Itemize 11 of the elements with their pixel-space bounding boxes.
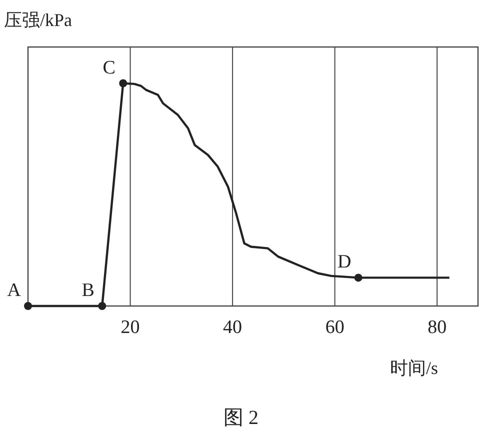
annotation: A	[7, 280, 22, 301]
x-axis-title: 时间/s	[390, 358, 438, 378]
caption: 图 2	[224, 407, 258, 429]
x-tick-label: 40	[223, 317, 242, 338]
annotation: D	[337, 252, 352, 273]
x-tick-label: 80	[428, 317, 447, 338]
x-tick-label: 20	[120, 317, 140, 338]
y-axis-title: 压强/kPa	[4, 10, 72, 30]
x-tick-label: 60	[325, 317, 344, 338]
annotation: C	[102, 57, 116, 78]
annotation: B	[82, 280, 94, 301]
